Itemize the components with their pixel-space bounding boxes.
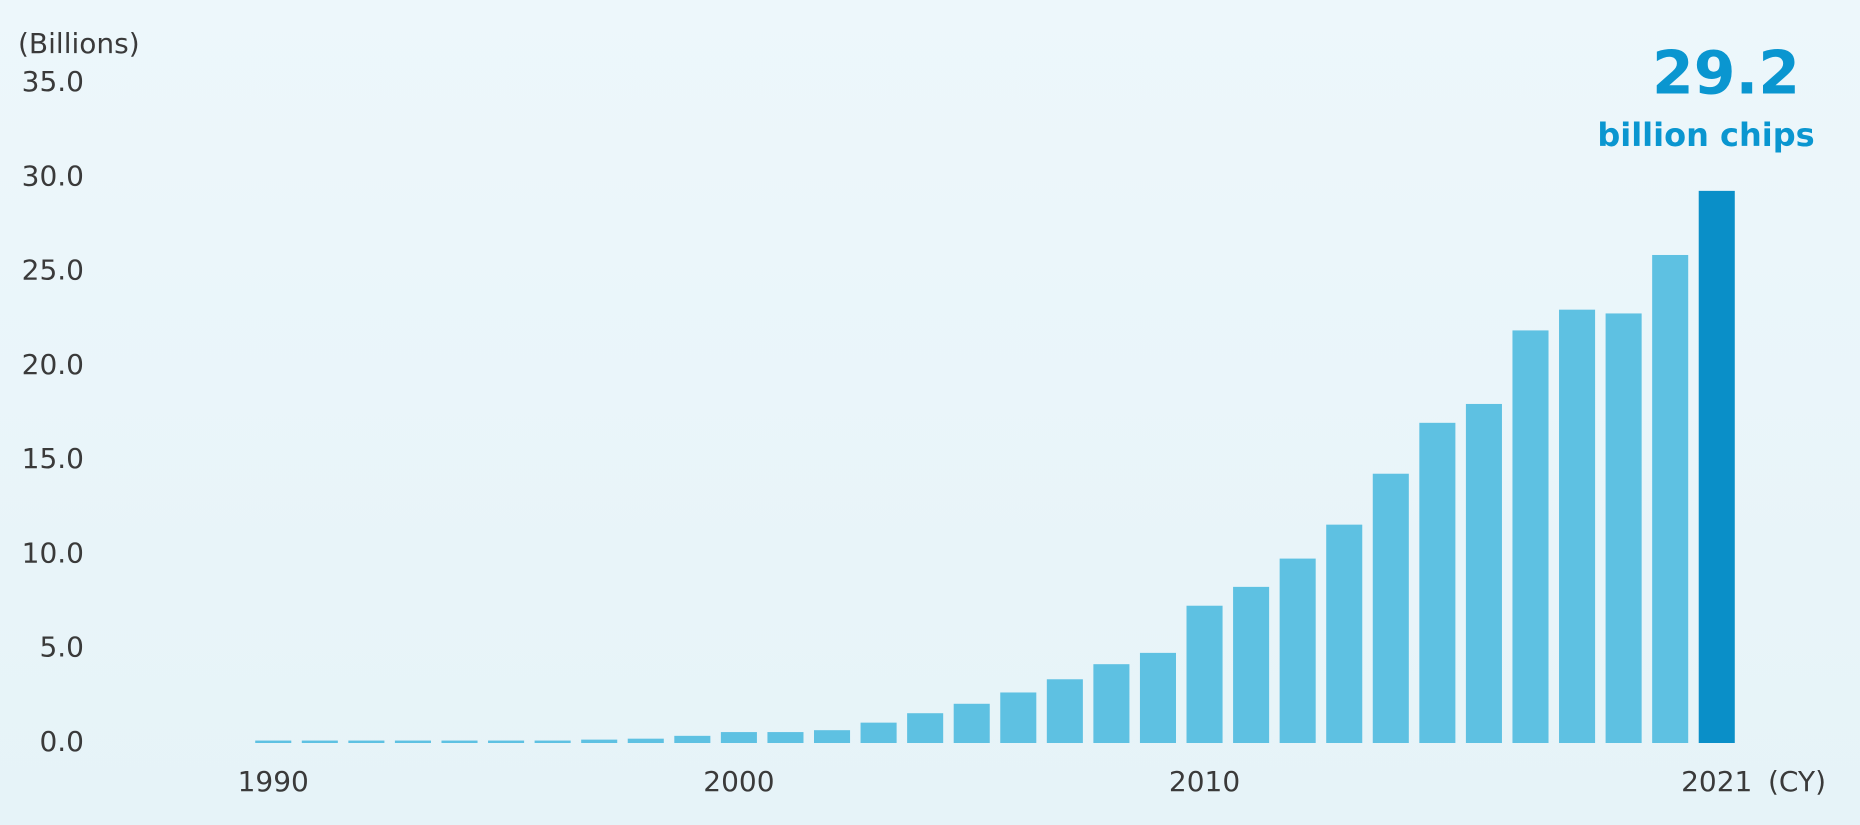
bar xyxy=(860,722,897,743)
bar xyxy=(1512,330,1549,743)
bar xyxy=(1372,473,1409,743)
y-tick-label: 35.0 xyxy=(22,65,84,98)
bar xyxy=(1559,309,1596,743)
bar xyxy=(627,738,664,743)
y-tick-label: 25.0 xyxy=(22,254,84,287)
bar xyxy=(1186,605,1223,743)
bar xyxy=(301,740,338,743)
bar xyxy=(907,713,944,743)
annotation-text: billion chips xyxy=(1597,116,1814,154)
x-tick-label: 2010 xyxy=(1169,765,1240,798)
y-tick-label: 20.0 xyxy=(22,348,84,381)
y-tick-label: 15.0 xyxy=(22,442,84,475)
bar xyxy=(1093,664,1130,743)
bar xyxy=(1233,586,1270,743)
bar xyxy=(1698,190,1735,743)
bar xyxy=(534,740,571,743)
bar xyxy=(1605,313,1642,743)
bar xyxy=(1652,254,1689,743)
y-tick-label: 10.0 xyxy=(22,536,84,569)
bar xyxy=(767,732,804,743)
y-axis-label: (Billions) xyxy=(18,27,140,60)
bar xyxy=(1046,679,1083,743)
y-tick-label: 30.0 xyxy=(22,159,84,192)
bar xyxy=(953,703,990,743)
bar xyxy=(1000,692,1037,743)
y-tick-label: 5.0 xyxy=(39,631,84,664)
annotation-value: 29.2 xyxy=(1652,39,1800,109)
bar xyxy=(441,740,478,743)
bar xyxy=(720,732,757,743)
bar xyxy=(1279,558,1316,743)
bar xyxy=(394,740,431,743)
bar xyxy=(1139,652,1177,743)
bar xyxy=(488,740,525,743)
bar xyxy=(1419,422,1456,743)
bar xyxy=(813,730,851,743)
bar xyxy=(1465,403,1502,743)
bar xyxy=(1326,524,1363,743)
x-tick-label: 2000 xyxy=(703,765,774,798)
bar xyxy=(674,735,711,743)
y-tick-label: 0.0 xyxy=(39,725,84,758)
bar xyxy=(348,740,385,743)
x-tick-label: 1990 xyxy=(238,765,309,798)
x-tick-label: 2021 xyxy=(1681,765,1752,798)
x-axis-label: (CY) xyxy=(1768,765,1826,798)
bar xyxy=(581,739,618,743)
bar xyxy=(255,740,292,743)
